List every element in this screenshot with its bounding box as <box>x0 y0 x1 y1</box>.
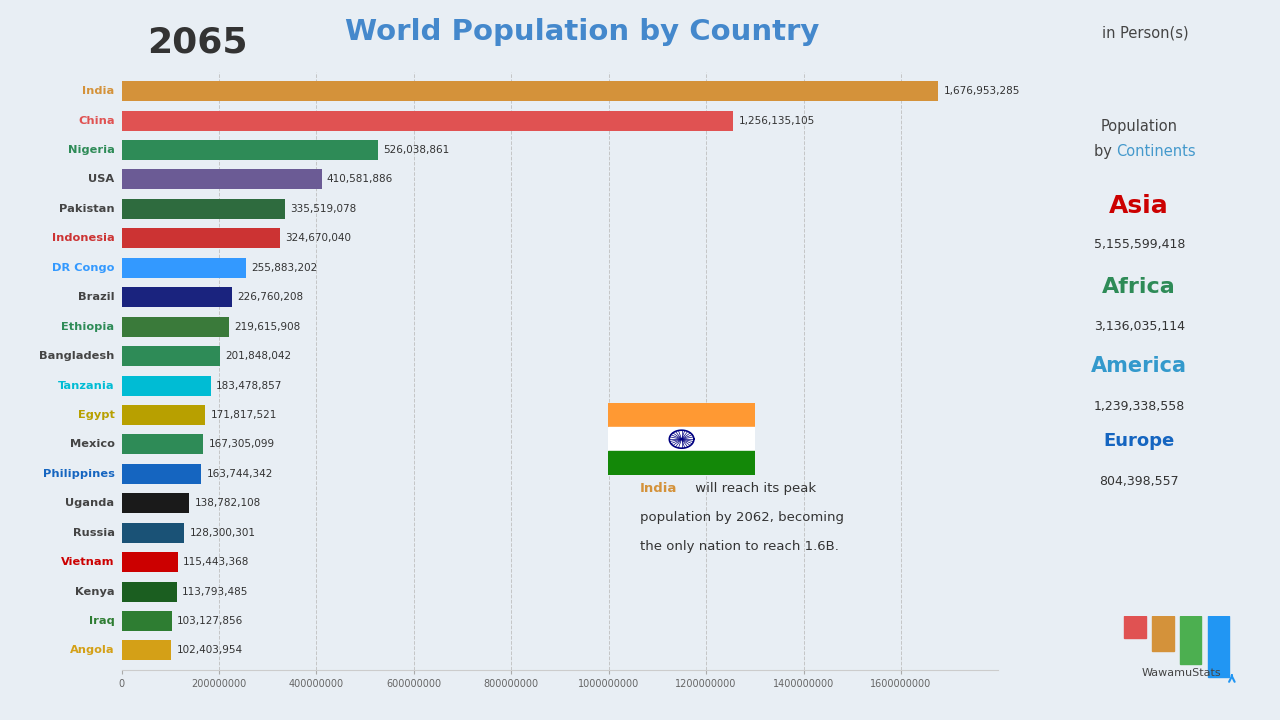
Bar <box>122 552 178 572</box>
Bar <box>122 434 204 454</box>
Text: 138,782,108: 138,782,108 <box>195 498 261 508</box>
Bar <box>608 427 755 451</box>
Text: 324,670,040: 324,670,040 <box>285 233 351 243</box>
Text: by: by <box>1093 144 1116 159</box>
Text: 1,256,135,105: 1,256,135,105 <box>739 116 815 125</box>
Text: 5,155,599,418: 5,155,599,418 <box>1093 238 1185 251</box>
Text: Angola: Angola <box>70 645 115 655</box>
Text: 255,883,202: 255,883,202 <box>251 263 317 273</box>
Text: China: China <box>78 116 115 125</box>
Text: Asia: Asia <box>1110 194 1169 218</box>
Text: the only nation to reach 1.6B.: the only nation to reach 1.6B. <box>640 540 838 553</box>
Bar <box>122 140 378 160</box>
Bar <box>122 611 172 631</box>
Bar <box>1152 616 1174 651</box>
Bar <box>122 641 172 660</box>
Text: 102,403,954: 102,403,954 <box>177 645 243 655</box>
Text: WawamuStats: WawamuStats <box>1142 668 1221 678</box>
Text: 526,038,861: 526,038,861 <box>383 145 449 155</box>
Text: Pakistan: Pakistan <box>59 204 115 214</box>
Bar <box>122 228 280 248</box>
Text: 3,136,035,114: 3,136,035,114 <box>1093 320 1185 333</box>
Text: Egypt: Egypt <box>78 410 115 420</box>
Bar <box>1207 616 1229 677</box>
Text: Bangladesh: Bangladesh <box>40 351 115 361</box>
Text: 1,676,953,285: 1,676,953,285 <box>943 86 1020 96</box>
Text: 171,817,521: 171,817,521 <box>210 410 276 420</box>
Text: 163,744,342: 163,744,342 <box>206 469 273 479</box>
Bar <box>122 169 321 189</box>
Bar <box>122 523 184 543</box>
Text: 1,239,338,558: 1,239,338,558 <box>1093 400 1185 413</box>
Text: will reach its peak: will reach its peak <box>691 482 817 495</box>
Text: 2065: 2065 <box>147 25 248 59</box>
Text: Tanzania: Tanzania <box>58 380 115 390</box>
Text: America: America <box>1091 356 1188 377</box>
Text: Continents: Continents <box>1116 144 1196 159</box>
Text: Iraq: Iraq <box>88 616 115 626</box>
Text: 410,581,886: 410,581,886 <box>326 174 393 184</box>
Bar <box>1124 616 1146 638</box>
Bar <box>122 582 177 602</box>
Text: population by 2062, becoming: population by 2062, becoming <box>640 511 844 524</box>
Bar <box>122 346 220 366</box>
Text: Uganda: Uganda <box>65 498 115 508</box>
Bar <box>122 464 201 484</box>
Bar <box>122 199 285 219</box>
Text: 335,519,078: 335,519,078 <box>291 204 357 214</box>
Text: 103,127,856: 103,127,856 <box>177 616 243 626</box>
Text: Europe: Europe <box>1103 432 1175 450</box>
Text: Ethiopia: Ethiopia <box>61 322 115 332</box>
Bar <box>122 81 938 101</box>
Text: Mexico: Mexico <box>69 439 115 449</box>
Text: 219,615,908: 219,615,908 <box>234 322 300 332</box>
Bar <box>122 258 246 278</box>
Text: 167,305,099: 167,305,099 <box>209 439 274 449</box>
Bar <box>122 376 211 395</box>
Bar <box>122 493 189 513</box>
Bar <box>1180 616 1202 664</box>
Text: 183,478,857: 183,478,857 <box>216 380 283 390</box>
Text: USA: USA <box>88 174 115 184</box>
Text: 201,848,042: 201,848,042 <box>225 351 292 361</box>
Text: 804,398,557: 804,398,557 <box>1100 475 1179 488</box>
Text: DR Congo: DR Congo <box>52 263 115 273</box>
Text: Nigeria: Nigeria <box>68 145 115 155</box>
Text: Vietnam: Vietnam <box>61 557 115 567</box>
Text: Indonesia: Indonesia <box>51 233 115 243</box>
Text: 115,443,368: 115,443,368 <box>183 557 250 567</box>
Text: India: India <box>82 86 115 96</box>
Text: World Population by Country: World Population by Country <box>346 18 819 46</box>
Text: 128,300,301: 128,300,301 <box>189 528 255 538</box>
Text: India: India <box>640 482 677 495</box>
Bar <box>122 111 733 130</box>
Bar <box>122 317 229 337</box>
Bar <box>122 405 205 425</box>
Text: 226,760,208: 226,760,208 <box>237 292 303 302</box>
Text: 113,793,485: 113,793,485 <box>182 587 248 597</box>
Bar <box>608 403 755 427</box>
Bar <box>608 451 755 475</box>
Text: Kenya: Kenya <box>76 587 115 597</box>
Text: Population: Population <box>1101 119 1178 134</box>
Bar <box>122 287 232 307</box>
Text: Philippines: Philippines <box>42 469 115 479</box>
Text: in Person(s): in Person(s) <box>1102 25 1189 40</box>
Text: Africa: Africa <box>1102 277 1176 297</box>
Text: Russia: Russia <box>73 528 115 538</box>
Text: Brazil: Brazil <box>78 292 115 302</box>
